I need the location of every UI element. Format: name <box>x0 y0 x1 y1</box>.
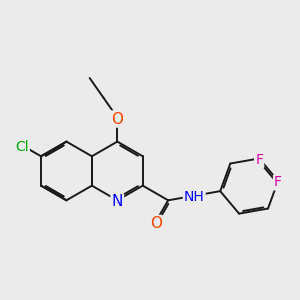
Text: F: F <box>274 176 282 189</box>
Text: N: N <box>112 194 123 209</box>
Text: NH: NH <box>184 190 205 204</box>
Text: O: O <box>150 216 162 231</box>
Text: O: O <box>111 112 123 127</box>
Text: F: F <box>255 153 263 167</box>
Text: Cl: Cl <box>15 140 29 154</box>
